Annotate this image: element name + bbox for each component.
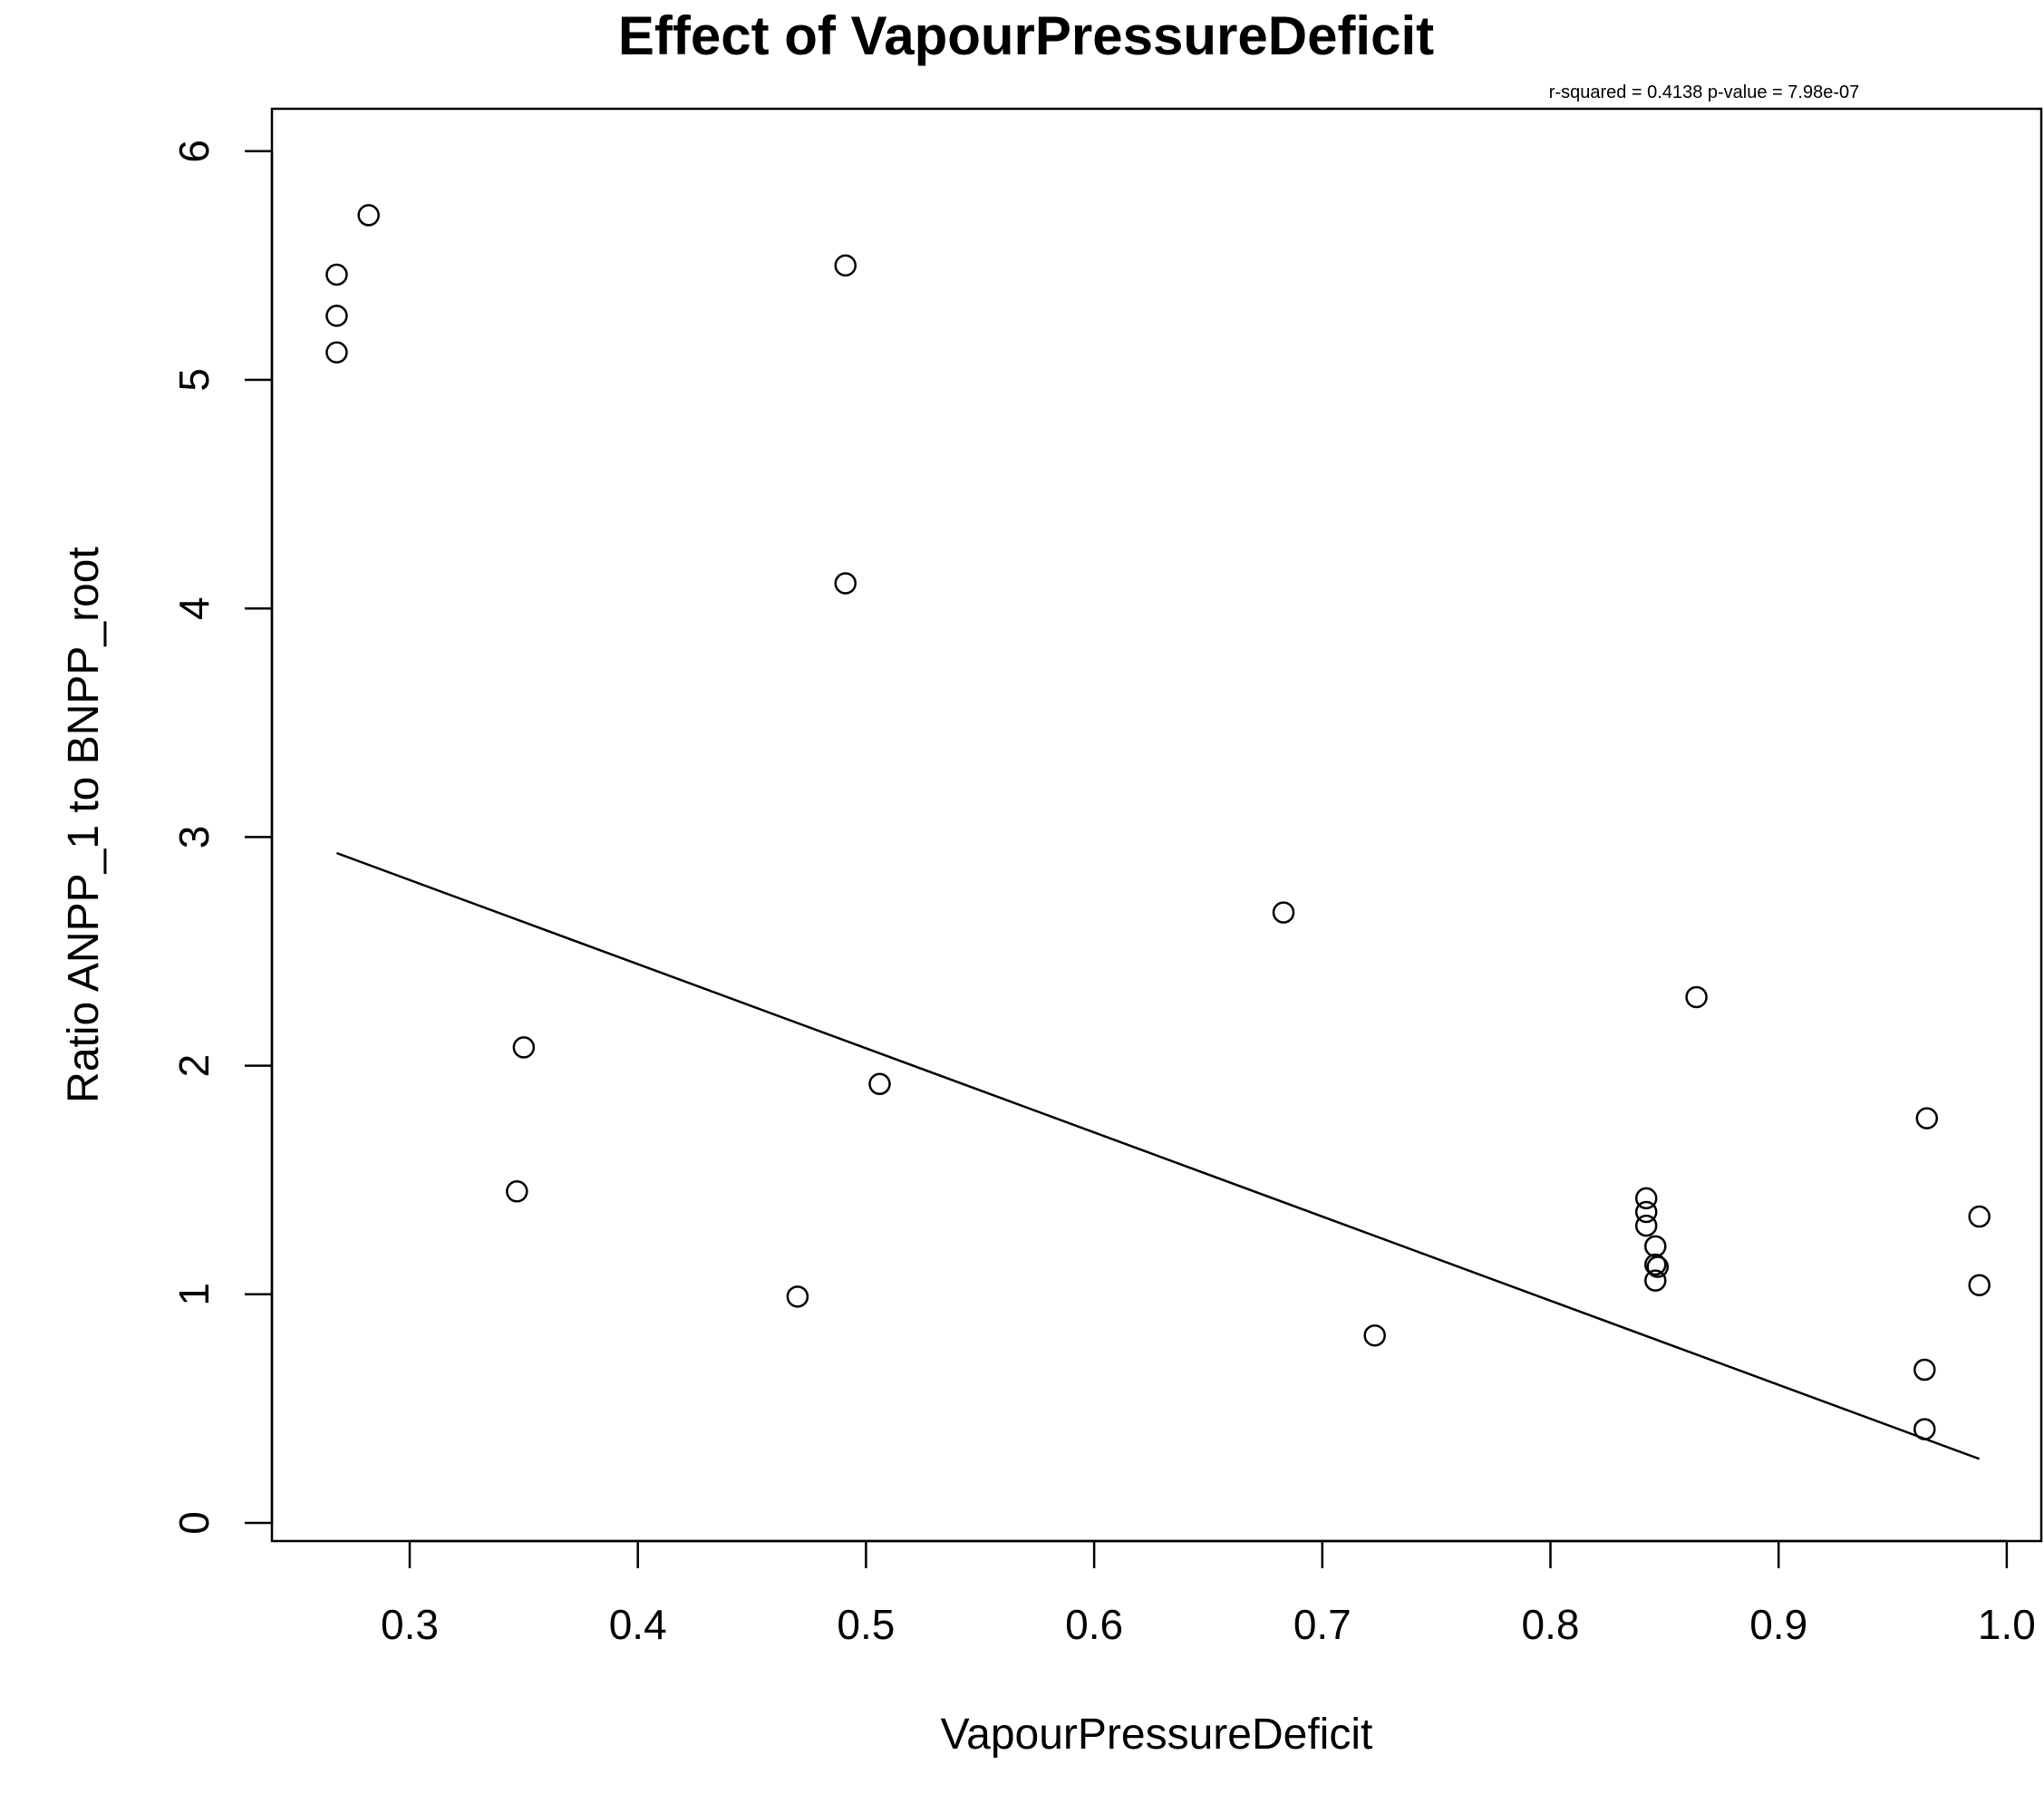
data-point [325, 305, 348, 327]
y-axis-label: Ratio ANPP_1 to BNPP_root [60, 547, 108, 1103]
y-tick-label: 5 [170, 368, 218, 392]
chart-title: Effect of VapourPressureDeficit [618, 5, 1434, 66]
x-tick-label: 1.0 [1978, 1601, 2036, 1648]
data-point [1634, 1214, 1658, 1237]
data-point [1685, 985, 1708, 1009]
y-tick-label: 0 [170, 1511, 218, 1535]
data-point [1644, 1269, 1667, 1292]
plot-frame [270, 107, 2043, 1543]
data-point [1915, 1107, 1939, 1129]
x-tick-label: 0.7 [1293, 1601, 1351, 1648]
data-point [1272, 901, 1295, 924]
x-tick-label: 0.8 [1522, 1601, 1580, 1648]
y-tick-label: 1 [170, 1283, 218, 1306]
data-point [506, 1180, 528, 1203]
y-tick-label: 2 [170, 1054, 218, 1078]
x-tick-label: 0.4 [609, 1601, 667, 1648]
x-axis-label: VapourPressureDeficit [941, 1711, 1373, 1759]
x-axis: 0.3 0.4 0.5 0.6 0.7 0.8 0.9 1.0 [381, 1539, 2036, 1648]
x-tick-label: 0.3 [381, 1601, 439, 1648]
data-point [1644, 1235, 1667, 1258]
fit-line-layer [336, 851, 1981, 1460]
data-points [325, 204, 1991, 1440]
data-point [834, 254, 857, 277]
data-point [1968, 1274, 1991, 1296]
x-tick-label: 0.5 [837, 1601, 895, 1648]
regression-line [336, 851, 1981, 1460]
data-point [1363, 1323, 1386, 1347]
chart-subtitle: r-squared = 0.4138 p-value = 7.98e-07 [1549, 82, 1859, 102]
data-point [834, 572, 857, 595]
data-point [1644, 1253, 1667, 1276]
y-tick-label: 3 [170, 826, 218, 849]
x-tick-label: 0.6 [1065, 1601, 1123, 1648]
data-point [1968, 1205, 1991, 1228]
data-point [1634, 1200, 1658, 1224]
y-axis: 0 1 2 3 4 5 6 [170, 140, 274, 1535]
data-point [1913, 1418, 1936, 1440]
x-tick-label: 0.9 [1749, 1601, 1807, 1648]
data-point [357, 204, 380, 227]
data-point [868, 1072, 891, 1096]
data-point [786, 1285, 809, 1308]
data-point [1646, 1256, 1670, 1278]
data-point [1634, 1187, 1658, 1210]
data-point [325, 263, 348, 286]
data-point [325, 341, 348, 364]
y-tick-label: 4 [170, 596, 218, 620]
data-point [1913, 1358, 1936, 1382]
data-point [512, 1036, 536, 1059]
y-tick-label: 6 [170, 140, 218, 163]
